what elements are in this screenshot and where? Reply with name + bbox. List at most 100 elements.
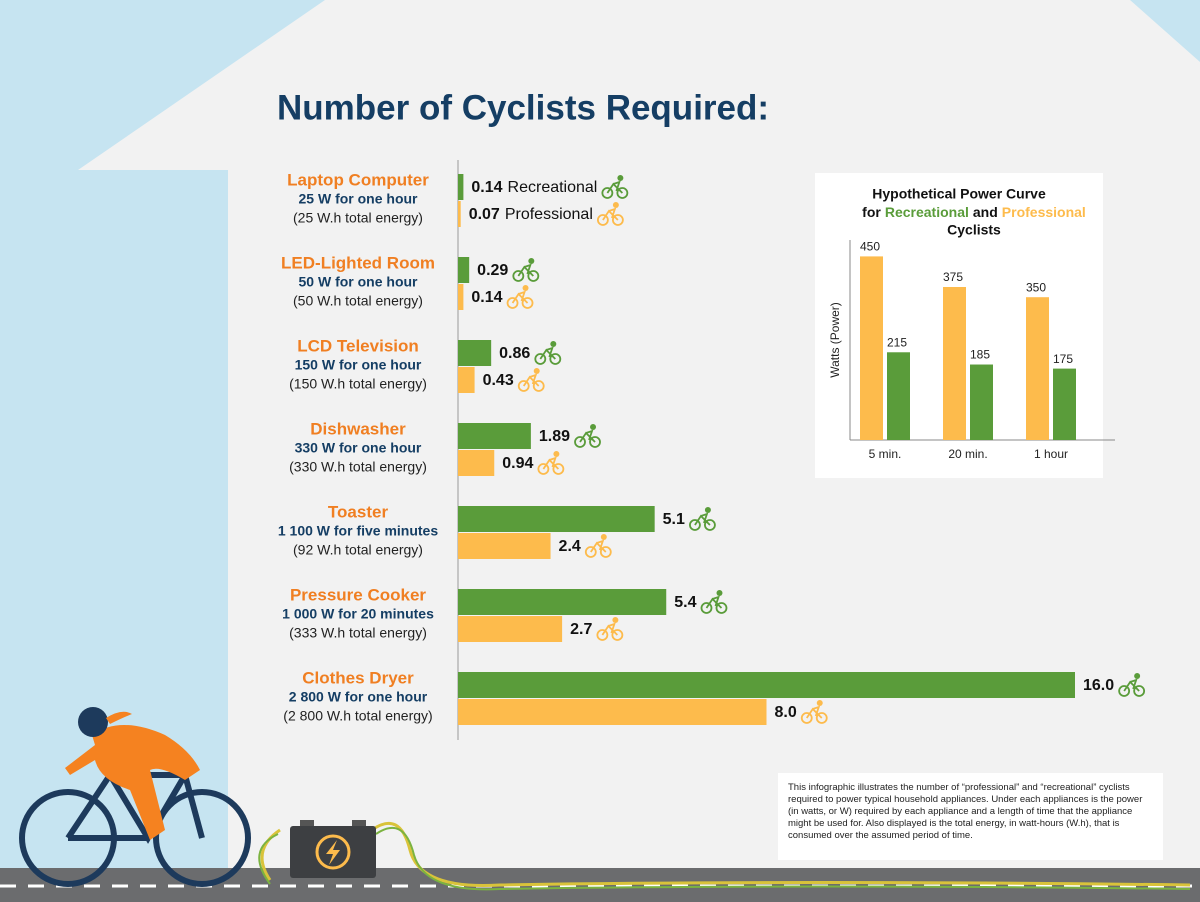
bar	[458, 340, 492, 366]
icon-body	[806, 705, 823, 719]
bar	[458, 589, 667, 615]
icon-body	[606, 180, 624, 194]
chart-title: Cyclists	[947, 222, 1001, 238]
cyclist-icon	[506, 285, 534, 309]
legend-label: Professional	[505, 206, 593, 223]
bar	[458, 699, 767, 725]
cyclist-icon	[596, 617, 624, 641]
icon-head	[612, 617, 619, 623]
icon-wheel	[611, 214, 624, 226]
chart-title: Hypothetical Power Curve	[872, 186, 1046, 202]
bar	[458, 672, 1075, 698]
cyclist-icon	[537, 451, 565, 475]
icon-body	[517, 263, 534, 277]
value-label: 8.0	[775, 704, 797, 721]
value-label: 16.0	[1083, 677, 1114, 694]
icon-body	[542, 456, 560, 470]
icon-wheel	[527, 270, 540, 282]
category-energy: (2 800 W.h total energy)	[283, 708, 432, 724]
cyclist-illustration	[19, 707, 251, 887]
icon-wheel	[534, 353, 547, 365]
icon-wheel	[549, 353, 562, 365]
icon-wheel	[815, 712, 828, 724]
chart-title: for Recreational and Professional	[862, 204, 1086, 220]
icon-wheel	[599, 546, 612, 558]
value-label: 5.4	[674, 594, 696, 611]
cyclist-icon	[601, 175, 629, 199]
icon-wheel	[584, 546, 597, 558]
icon-wheel	[704, 519, 716, 531]
icon-wheel	[506, 297, 519, 309]
value-label: 350	[1026, 280, 1046, 294]
icon-wheel	[601, 187, 614, 199]
bar	[887, 352, 910, 440]
bar	[943, 287, 966, 440]
battery	[258, 820, 1191, 891]
footnote: This infographic illustrates the number …	[778, 773, 1163, 860]
title-series: Professional	[1002, 204, 1086, 220]
bar	[458, 284, 464, 310]
icon-wheel	[689, 519, 701, 531]
value-label: 2.7	[570, 621, 592, 638]
category-power: 1 000 W for 20 minutes	[282, 606, 434, 622]
icon-wheel	[715, 602, 728, 614]
category-label: Toaster	[328, 502, 389, 521]
icon-body	[694, 512, 711, 526]
cyclist-icon	[517, 368, 545, 392]
value-label: 0.29	[477, 262, 508, 279]
icon-body	[522, 373, 540, 387]
icon-wheel	[596, 214, 609, 226]
icon-head	[816, 700, 823, 706]
icon-head	[716, 590, 723, 596]
icon-body	[579, 429, 596, 443]
icon-body	[601, 622, 619, 636]
value-label: 0.14	[471, 289, 502, 306]
value-label: 0.14	[471, 179, 502, 196]
legend-label: Recreational	[508, 179, 598, 196]
value-label: 0.86	[499, 345, 530, 362]
category-label: Laptop Computer	[287, 170, 429, 189]
icon-wheel	[1118, 685, 1131, 697]
bar	[458, 257, 470, 283]
icon-wheel	[700, 602, 713, 614]
category-label: LED-Lighted Room	[281, 253, 435, 272]
icon-wheel	[574, 436, 586, 448]
category-label: Clothes Dryer	[302, 668, 414, 687]
value-label: 450	[860, 240, 880, 254]
value-label: 5.1	[663, 511, 685, 528]
category-label: LCD Television	[297, 336, 419, 355]
icon-body	[705, 595, 723, 609]
cyclist-icon	[800, 700, 828, 724]
category-energy: (330 W.h total energy)	[289, 459, 427, 475]
bar	[458, 201, 461, 227]
icon-wheel	[517, 380, 530, 392]
category-label: Pressure Cooker	[290, 585, 426, 604]
category-energy: (50 W.h total energy)	[293, 293, 423, 309]
cyclist-icon	[596, 202, 624, 226]
category-energy: (333 W.h total energy)	[289, 625, 427, 641]
icon-wheel	[1133, 685, 1146, 697]
value-label: 215	[887, 335, 907, 349]
title-word: and	[973, 204, 998, 220]
bar	[458, 423, 531, 449]
category-power: 330 W for one hour	[295, 440, 422, 456]
icon-head	[522, 285, 529, 291]
page-title: Number of Cyclists Required:	[277, 88, 769, 127]
category-energy: (25 W.h total energy)	[293, 210, 423, 226]
icon-wheel	[537, 463, 550, 475]
cyclist-icon	[1118, 673, 1146, 697]
cyclist-icon	[574, 424, 601, 448]
category-power: 25 W for one hour	[299, 191, 419, 207]
icon-wheel	[521, 297, 534, 309]
category-power: 50 W for one hour	[299, 274, 419, 290]
icon-head	[704, 507, 711, 513]
x-tick-label: 1 hour	[1034, 447, 1068, 461]
cyclist-icon	[700, 590, 728, 614]
x-tick-label: 5 min.	[869, 447, 902, 461]
bar	[458, 450, 495, 476]
category-label: Dishwasher	[310, 419, 406, 438]
icon-wheel	[616, 187, 629, 199]
icon-body	[602, 207, 619, 221]
